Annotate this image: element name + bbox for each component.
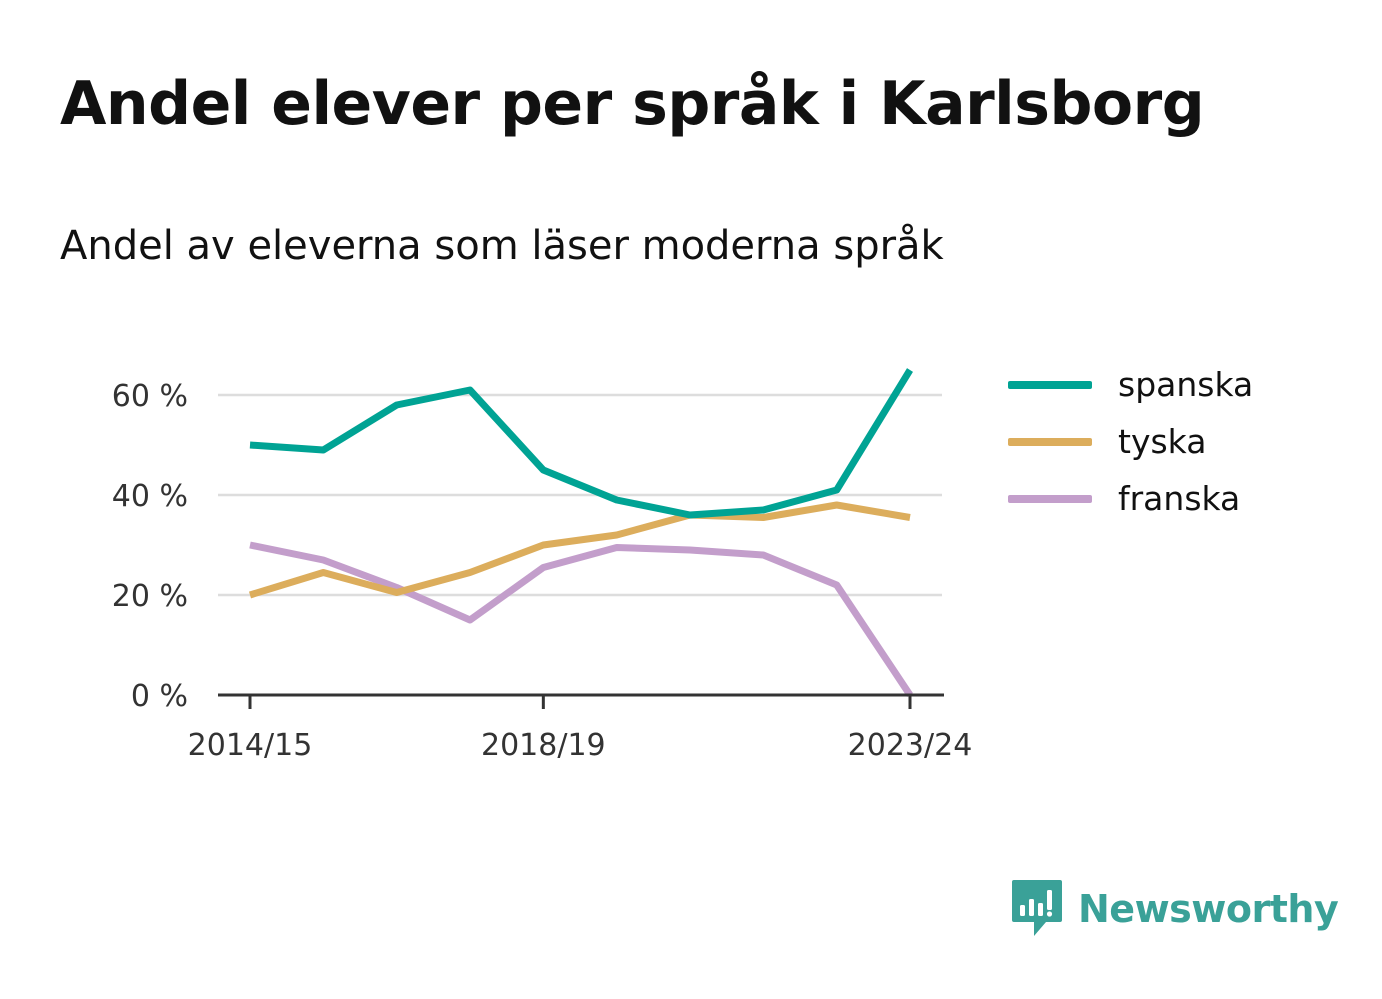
chart-title: Andel elever per språk i Karlsborg: [60, 69, 1205, 139]
legend-item-franska: franska: [1008, 470, 1368, 527]
legend-label-spanska: spanska: [1118, 365, 1254, 404]
x-tick-label-2018/19: 2018/19: [481, 728, 606, 763]
legend-swatch-tyska: [1008, 437, 1092, 446]
x-tick-label-2023/24: 2023/24: [848, 728, 973, 763]
brand-name: Newsworthy: [1078, 887, 1339, 931]
legend-item-tyska: tyska: [1008, 413, 1368, 470]
legend-label-tyska: tyska: [1118, 422, 1207, 461]
series-line-spanska: [249, 368, 913, 519]
brand: Newsworthy: [1010, 878, 1339, 940]
gridlines: [218, 393, 942, 597]
y-tick-label-20: 20 %: [112, 579, 188, 614]
x-tick-label-2014/15: 2014/15: [188, 728, 313, 763]
legend-label-franska: franska: [1118, 479, 1241, 518]
y-tick-label-40: 40 %: [112, 479, 188, 514]
series-lines: [248, 368, 913, 697]
series-line-tyska: [248, 501, 911, 599]
line-chart: 0 % 20 % 40 % 60 % 2014/15 2018/19 2023/24: [112, 368, 973, 763]
newsworthy-logo-icon: [1012, 880, 1062, 936]
y-axis-ticks: 0 % 20 % 40 % 60 %: [112, 379, 188, 714]
x-axis-ticks: 2014/15 2018/19 2023/24: [188, 695, 973, 763]
legend: spanska tyska franska: [1008, 356, 1368, 527]
y-tick-label-60: 60 %: [112, 379, 188, 414]
legend-item-spanska: spanska: [1008, 356, 1368, 413]
series-line-franska: [249, 541, 913, 697]
legend-swatch-franska: [1008, 494, 1092, 503]
legend-swatch-spanska: [1008, 380, 1092, 389]
chart-subtitle: Andel av eleverna som läser moderna språ…: [60, 223, 944, 269]
y-tick-label-0: 0 %: [131, 679, 188, 714]
